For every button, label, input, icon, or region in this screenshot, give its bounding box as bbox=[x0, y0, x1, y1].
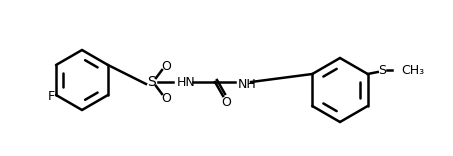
Text: O: O bbox=[161, 92, 171, 105]
Text: F: F bbox=[48, 90, 54, 103]
Text: S: S bbox=[378, 63, 386, 76]
Text: NH: NH bbox=[238, 78, 257, 90]
Text: S: S bbox=[148, 75, 156, 89]
Text: O: O bbox=[221, 95, 231, 109]
Text: HN: HN bbox=[177, 76, 196, 88]
Text: O: O bbox=[161, 59, 171, 73]
Text: CH₃: CH₃ bbox=[402, 63, 425, 76]
